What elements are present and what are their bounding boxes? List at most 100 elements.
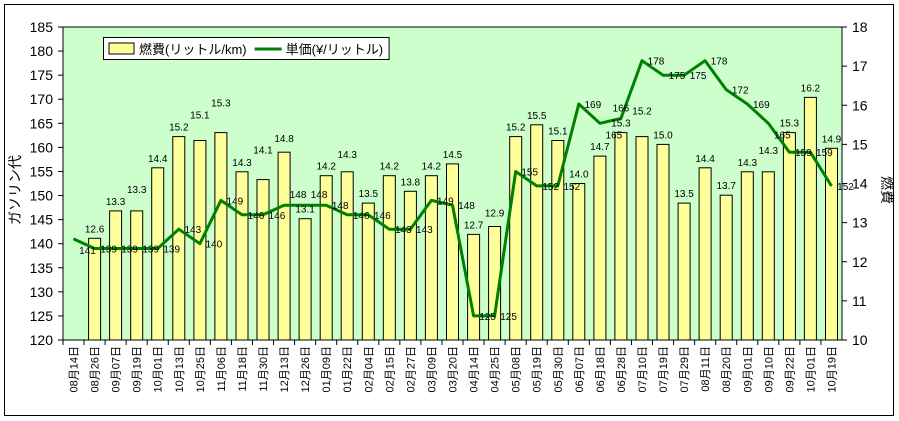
bar-data-label: 13.8 <box>401 177 421 188</box>
x-tick-label: 09月10日 <box>763 346 775 392</box>
x-tick-label: 01月22日 <box>342 346 354 392</box>
line-data-label: 178 <box>648 57 665 68</box>
line-point <box>157 248 159 249</box>
x-tick-label: 06月07日 <box>574 346 586 392</box>
line-data-label: 152 <box>837 182 854 193</box>
x-tick-label: 10月19日 <box>827 346 839 392</box>
y-axis-left-title: ガソリン代 <box>7 155 23 225</box>
line-point <box>199 243 201 245</box>
bar-data-label: 14.4 <box>695 154 715 165</box>
bar <box>130 210 144 341</box>
legend-box <box>103 37 390 60</box>
line-data-label: 139 <box>163 245 180 256</box>
bar-data-label: 14.2 <box>316 162 336 173</box>
x-tick-label: 10月25日 <box>195 346 207 392</box>
legend: 燃費(リットル/km) 単価(¥/リットル) <box>103 37 390 60</box>
x-tick-label: 06月28日 <box>616 346 628 392</box>
x-tick-label: 09月19日 <box>132 346 144 392</box>
y-tick-label-left: 155 <box>30 163 54 179</box>
x-tick-label: 08月20日 <box>721 346 733 392</box>
bar-data-label: 14.3 <box>232 158 252 169</box>
line-point <box>241 214 243 216</box>
line-data-label: 141 <box>79 246 96 257</box>
line-point <box>578 103 580 105</box>
bar <box>614 132 628 341</box>
bar-data-label: 13.1 <box>295 205 315 216</box>
line-point <box>662 74 664 76</box>
bar <box>361 202 375 341</box>
x-tick-label: 12月26日 <box>300 346 312 392</box>
line-point <box>430 199 432 201</box>
line-point <box>809 151 811 153</box>
x-tick-label: 03月20日 <box>448 346 460 392</box>
line-point <box>831 185 832 187</box>
bar <box>109 210 123 341</box>
line-data-label: 152 <box>563 182 580 193</box>
y-tick-label-left: 145 <box>30 212 54 228</box>
bar <box>277 151 291 341</box>
line-point <box>767 122 769 124</box>
bar-data-label: 12.7 <box>464 220 484 231</box>
y-tick-label-right: 10 <box>852 332 868 348</box>
bar-data-label: 15.3 <box>780 119 800 130</box>
line-data-label: 143 <box>416 225 433 236</box>
y-tick-label-right: 15 <box>852 136 868 152</box>
line-point <box>94 248 96 249</box>
bar <box>214 132 228 341</box>
bar <box>740 171 754 341</box>
y-tick-label-left: 170 <box>30 91 54 107</box>
line-point <box>536 185 538 187</box>
bar <box>530 124 544 341</box>
bar-data-label: 14.5 <box>443 150 463 161</box>
x-tick-label: 05月30日 <box>553 346 565 392</box>
y-tick-label-right: 11 <box>852 293 867 309</box>
y-tick-label-left: 175 <box>30 67 54 83</box>
bar-data-label: 15.1 <box>190 111 210 122</box>
x-tick-label: 08月11日 <box>700 346 712 392</box>
line-point <box>115 248 117 249</box>
bar <box>698 167 712 341</box>
y-tick-label-left: 160 <box>30 139 54 155</box>
bar-data-label: 14.4 <box>148 154 168 165</box>
x-tick-label: 04月25日 <box>490 346 502 392</box>
line-data-label: 166 <box>613 104 630 115</box>
bar-data-label: 15.3 <box>211 99 231 110</box>
bar-data-label: 13.3 <box>106 197 126 208</box>
line-data-label: 140 <box>206 240 223 251</box>
line-data-label: 172 <box>732 86 749 97</box>
line-point <box>683 74 685 76</box>
line-data-label: 143 <box>184 225 201 236</box>
bar <box>803 96 817 341</box>
line-data-label: 165 <box>606 130 623 141</box>
bar-data-label: 14.1 <box>253 146 273 157</box>
y-tick-label-left: 135 <box>30 260 54 276</box>
line-data-label: 178 <box>711 57 728 68</box>
line-data-label: 148 <box>311 190 328 201</box>
line-data-label: 139 <box>100 245 117 256</box>
bar-data-label: 13.3 <box>127 185 147 196</box>
line-data-label: 148 <box>290 190 307 201</box>
x-tick-label: 02月04日 <box>363 346 375 392</box>
bar-data-label: 13.5 <box>674 189 694 200</box>
x-tick-label: 11月18日 <box>237 346 249 392</box>
bar <box>782 132 796 341</box>
x-tick-label: 08月26日 <box>90 346 102 392</box>
y-tick-label-left: 150 <box>30 188 54 204</box>
x-tick-label: 06月18日 <box>595 346 607 392</box>
bar-data-label: 14.8 <box>274 134 294 145</box>
y-tick-label-right: 17 <box>852 58 868 74</box>
y-tick-label-left: 120 <box>30 332 54 348</box>
x-tick-label: 10月13日 <box>174 346 186 392</box>
bar-data-label: 15.2 <box>506 123 526 134</box>
y-axis-right-title: 燃費 <box>879 176 895 204</box>
line-data-label: 139 <box>121 245 138 256</box>
x-tick-label: 09月22日 <box>784 346 796 392</box>
line-point <box>388 228 390 230</box>
x-tick-label: 11月06日 <box>216 346 228 392</box>
line-point <box>515 171 517 172</box>
line-point <box>704 60 706 62</box>
line-point <box>325 204 327 206</box>
bar <box>572 183 586 341</box>
x-tick-label: 02月27日 <box>405 346 417 392</box>
bar <box>446 163 459 341</box>
